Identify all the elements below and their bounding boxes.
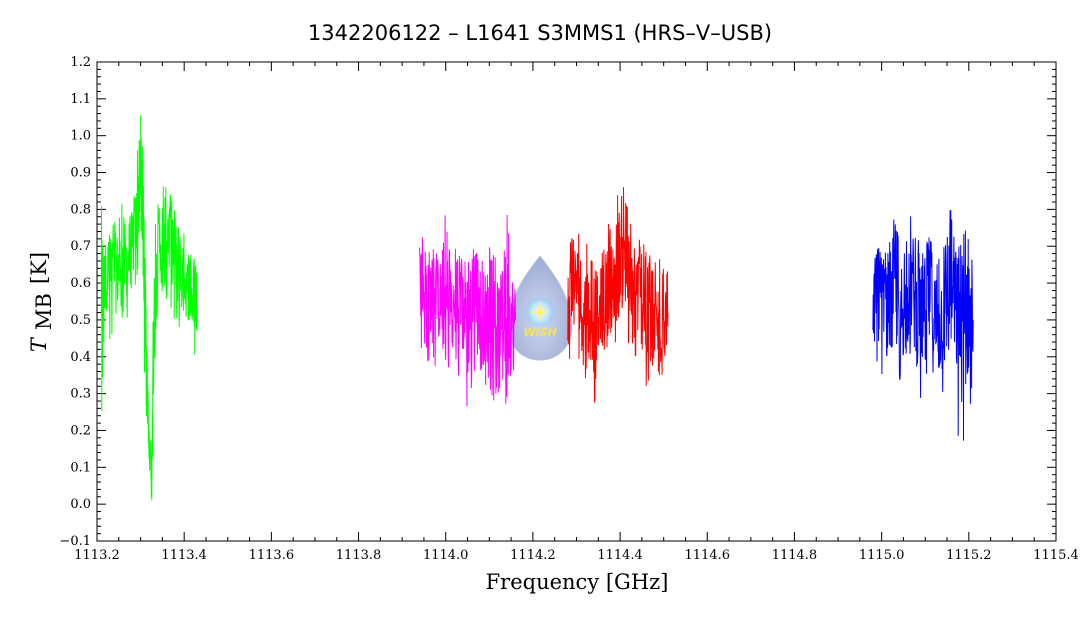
- y-tick-label: 0.0: [70, 497, 91, 512]
- axis-tick-labels: 1113.2 1113.4 1113.6 1113.8 1114.0 1114.2 1114…: [59, 55, 1078, 563]
- spectrum-series-0: [100, 115, 198, 501]
- y-tick-label: 0.8: [70, 202, 91, 217]
- y-tick-label: 0.2: [70, 423, 91, 438]
- y-tick-label: 0.3: [70, 387, 91, 402]
- y-tick-label: 1.0: [70, 129, 91, 144]
- x-axis-label: Frequency [GHz]: [486, 570, 669, 594]
- spectrum-series-2: [567, 187, 669, 403]
- y-axis-label-unit: [K]: [27, 252, 51, 284]
- wish-logo: WISH: [507, 255, 573, 361]
- spectrum-line-2: [567, 187, 669, 403]
- x-tick-label: 1113.4: [161, 548, 207, 563]
- y-axis-label-main: T: [27, 336, 51, 352]
- x-tick-label: 1115.0: [859, 548, 905, 563]
- x-tick-label: 1115.4: [1033, 548, 1079, 563]
- y-tick-label: 0.4: [70, 350, 91, 365]
- axis-ticks: [96, 61, 1057, 542]
- x-tick-label: 1114.4: [597, 548, 643, 563]
- chart-title: 1342206122 – L1641 S3MMS1 (HRS–V–USB): [308, 21, 772, 45]
- x-tick-label: 1114.6: [685, 548, 731, 563]
- y-tick-label: 0.5: [70, 313, 91, 328]
- logo-text: WISH: [523, 326, 556, 339]
- y-tick-label: 1.2: [70, 55, 91, 70]
- y-axis-label-sub: MB: [32, 293, 56, 330]
- y-tick-label: 0.7: [70, 239, 91, 254]
- spectrum-line-1: [419, 214, 516, 407]
- y-tick-label: −0.1: [59, 534, 91, 549]
- y-tick-label: 0.1: [70, 460, 91, 475]
- x-tick-label: 1115.2: [946, 548, 992, 563]
- x-tick-label: 1113.8: [336, 548, 382, 563]
- x-tick-label: 1113.2: [74, 548, 120, 563]
- y-axis-label: T MB [K]: [27, 252, 56, 352]
- x-tick-label: 1114.8: [772, 548, 818, 563]
- x-tick-label: 1113.6: [249, 548, 295, 563]
- spectrum-line-3: [872, 210, 974, 441]
- x-tick-label: 1114.2: [510, 548, 556, 563]
- spectrum-series-1: [419, 214, 516, 407]
- y-tick-label: 1.1: [70, 92, 91, 107]
- y-tick-label: 0.9: [70, 166, 91, 181]
- spectrum-line-0: [100, 115, 198, 501]
- spectrum-series-3: [872, 210, 974, 441]
- y-tick-label: 0.6: [70, 276, 91, 291]
- x-tick-label: 1114.0: [423, 548, 469, 563]
- spectrum-series: [100, 115, 974, 501]
